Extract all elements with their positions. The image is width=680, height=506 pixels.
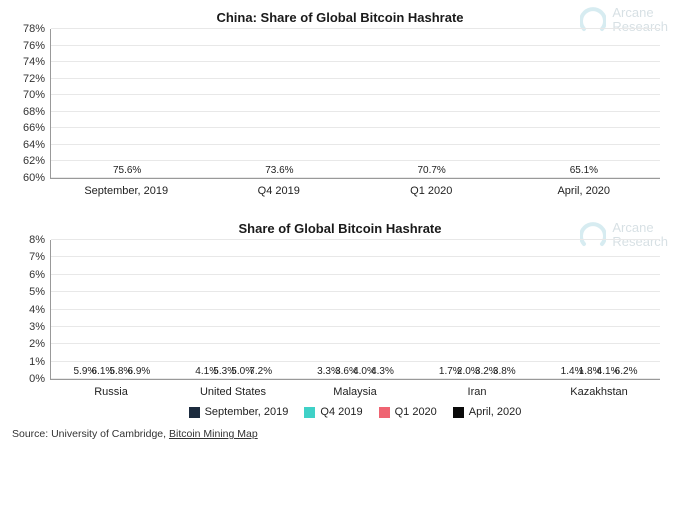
bars-row: 75.6% 73.6% 70.7% 65.1% bbox=[51, 29, 660, 178]
y-tick-label: 64% bbox=[23, 139, 51, 151]
y-tick-label: 60% bbox=[23, 172, 51, 184]
bar-value-label: 75.6% bbox=[113, 165, 141, 178]
y-tick-label: 78% bbox=[23, 23, 51, 35]
y-tick-label: 68% bbox=[23, 106, 51, 118]
legend-swatch bbox=[453, 407, 464, 418]
x-axis-label: United States bbox=[172, 386, 294, 398]
y-tick-label: 3% bbox=[29, 321, 51, 333]
china-hashrate-chart: Arcane Research China: Share of Global B… bbox=[0, 0, 680, 197]
x-axis-label: April, 2020 bbox=[508, 185, 661, 197]
x-axis-label: Malaysia bbox=[294, 386, 416, 398]
bar-value-label: 3.8% bbox=[493, 366, 516, 379]
legend-swatch bbox=[379, 407, 390, 418]
y-tick-label: 2% bbox=[29, 338, 51, 350]
y-tick-label: 1% bbox=[29, 356, 51, 368]
x-axis-label: Q1 2020 bbox=[355, 185, 508, 197]
bar-value-label: 6.9% bbox=[127, 366, 150, 379]
top-chart-title: China: Share of Global Bitcoin Hashrate bbox=[0, 10, 680, 25]
y-tick-label: 8% bbox=[29, 234, 51, 246]
bar-value-label: 65.1% bbox=[570, 165, 598, 178]
y-tick-label: 5% bbox=[29, 286, 51, 298]
y-tick-label: 72% bbox=[23, 73, 51, 85]
source-link[interactable]: Bitcoin Mining Map bbox=[169, 428, 258, 440]
x-axis-label: Iran bbox=[416, 386, 538, 398]
countries-hashrate-chart: Arcane Research Share of Global Bitcoin … bbox=[0, 221, 680, 418]
bar-value-label: 4.3% bbox=[371, 366, 394, 379]
bottom-plot-area: 0%1%2%3%4%5%6%7%8%5.9%6.1%5.8%6.9%4.1%5.… bbox=[50, 240, 660, 380]
x-axis-label: Kazakhstan bbox=[538, 386, 660, 398]
top-plot-area: 60%62%64%66%68%70%72%74%76%78%75.6%73.6%… bbox=[50, 29, 660, 179]
legend-label: September, 2019 bbox=[205, 406, 289, 418]
y-tick-label: 76% bbox=[23, 40, 51, 52]
bar-value-label: 6.2% bbox=[615, 366, 638, 379]
legend-label: Q4 2019 bbox=[320, 406, 362, 418]
y-tick-label: 4% bbox=[29, 304, 51, 316]
top-x-labels: September, 2019Q4 2019Q1 2020April, 2020 bbox=[50, 185, 660, 197]
y-tick-label: 70% bbox=[23, 89, 51, 101]
legend-item: Q4 2019 bbox=[304, 406, 362, 418]
legend-item: September, 2019 bbox=[189, 406, 289, 418]
bars-row: 5.9%6.1%5.8%6.9%4.1%5.3%5.0%7.2%3.3%3.6%… bbox=[51, 240, 660, 379]
legend-item: Q1 2020 bbox=[379, 406, 437, 418]
bottom-x-labels: RussiaUnited StatesMalaysiaIranKazakhsta… bbox=[50, 386, 660, 398]
legend-swatch bbox=[189, 407, 200, 418]
legend-swatch bbox=[304, 407, 315, 418]
source-line: Source: University of Cambridge, Bitcoin… bbox=[12, 428, 680, 440]
y-tick-label: 6% bbox=[29, 269, 51, 281]
bar-value-label: 7.2% bbox=[249, 366, 272, 379]
x-axis-label: September, 2019 bbox=[50, 185, 203, 197]
legend-label: April, 2020 bbox=[469, 406, 522, 418]
x-axis-label: Russia bbox=[50, 386, 172, 398]
y-tick-label: 0% bbox=[29, 373, 51, 385]
y-tick-label: 62% bbox=[23, 155, 51, 167]
legend-item: April, 2020 bbox=[453, 406, 522, 418]
x-axis-label: Q4 2019 bbox=[203, 185, 356, 197]
bar-value-label: 73.6% bbox=[265, 165, 293, 178]
y-tick-label: 74% bbox=[23, 56, 51, 68]
y-tick-label: 7% bbox=[29, 251, 51, 263]
bar-value-label: 70.7% bbox=[417, 165, 445, 178]
bottom-legend: September, 2019 Q4 2019 Q1 2020 April, 2020 bbox=[50, 406, 660, 418]
bottom-chart-title: Share of Global Bitcoin Hashrate bbox=[0, 221, 680, 236]
legend-label: Q1 2020 bbox=[395, 406, 437, 418]
source-prefix: Source: University of Cambridge, bbox=[12, 428, 169, 440]
y-tick-label: 66% bbox=[23, 122, 51, 134]
